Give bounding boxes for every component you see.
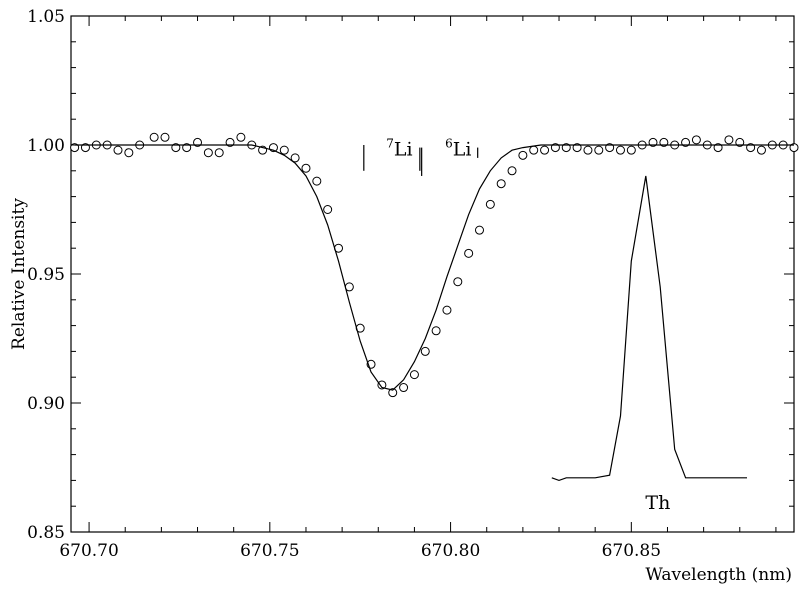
y-tick-label: 0.90 [27,394,65,414]
data-point [431,326,441,336]
plot-area [70,15,795,533]
data-point [409,370,419,380]
data-point [615,145,625,155]
data-point [594,145,604,155]
data-point [279,145,289,155]
data-point [290,153,300,163]
li7-superscript: 7 [386,136,394,150]
data-point [529,145,539,155]
data-point [518,150,528,160]
li6-superscript: 6 [445,136,453,150]
series-group [70,132,799,482]
data-point [691,135,701,145]
data-point [420,346,430,356]
x-tick-label: 670.80 [421,541,480,561]
data-point [149,132,159,142]
data-point [399,383,409,393]
data-point [203,148,213,158]
x-tick-label: 670.70 [59,541,118,561]
x-tick-label: 670.75 [240,541,299,561]
plot-frame [70,15,795,533]
data-point [113,145,123,155]
data-point [583,145,593,155]
y-tick-label: 1.00 [27,136,65,156]
data-point [301,163,311,173]
data-point [626,145,636,155]
data-point [160,132,170,142]
li7-element: Li [394,138,413,160]
observed-points-series [70,132,799,398]
x-axis-label: Wavelength (nm) [645,565,792,585]
data-point [540,145,550,155]
data-point [474,225,484,235]
li6-label: 6Li [445,136,471,160]
y-axis-label: Relative Intensity [9,198,29,350]
line-marker-group [363,145,479,176]
y-tick-label: 0.95 [27,265,65,285]
data-point [724,135,734,145]
y-tick-label: 1.05 [27,7,65,27]
data-point [485,199,495,209]
x-tick-label: 670.85 [602,541,661,561]
data-point [442,305,452,315]
data-point [214,148,224,158]
li6-element: Li [453,138,472,160]
th-label: Th [645,492,670,514]
data-point [388,388,398,398]
data-point [507,166,517,176]
th-profile-line [551,175,747,482]
data-point [496,179,506,189]
data-point [453,277,463,287]
data-point [377,380,387,390]
data-point [124,148,134,158]
li7-label: 7Li [386,136,412,160]
data-point [464,248,474,258]
y-tick-label: 0.85 [27,523,65,543]
data-point [312,176,322,186]
data-point [236,132,246,142]
fit-line [74,144,794,391]
data-point [756,145,766,155]
data-point [323,205,333,214]
